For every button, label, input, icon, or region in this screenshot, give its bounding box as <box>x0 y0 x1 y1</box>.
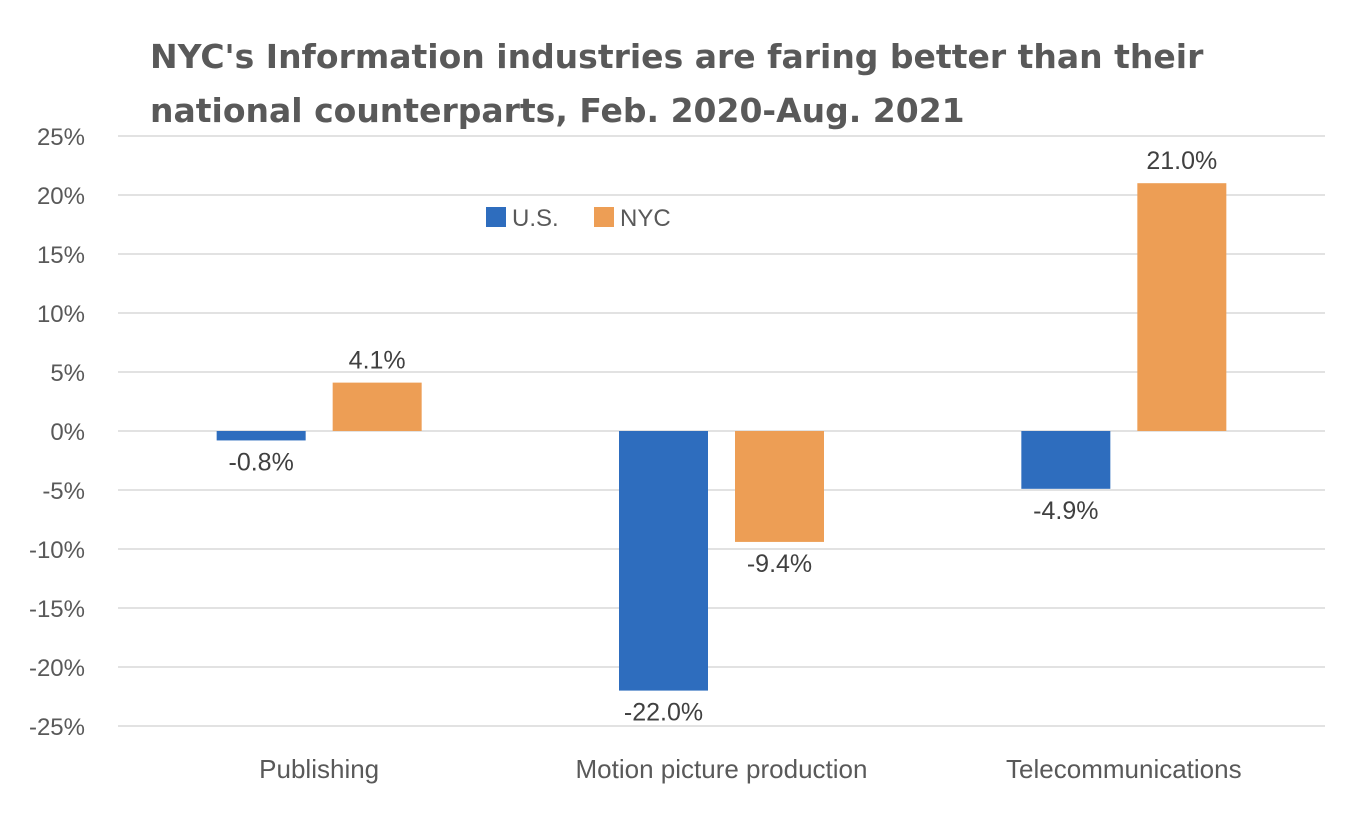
x-axis-category-labels: Publishing Motion picture production Telec… <box>259 754 1241 784</box>
data-label: -9.4% <box>747 550 812 578</box>
y-tick-label: -10% <box>29 537 85 564</box>
legend: U.S. NYC <box>486 205 671 232</box>
y-tick-label: 15% <box>37 242 85 269</box>
bar-us <box>216 431 306 441</box>
data-label: -4.9% <box>1033 497 1098 525</box>
data-label: 4.1% <box>349 347 406 375</box>
y-tick-label: -25% <box>29 714 85 741</box>
data-label: -22.0% <box>624 699 703 727</box>
data-label: 21.0% <box>1146 147 1217 175</box>
legend-swatch <box>486 207 506 227</box>
data-label: -0.8% <box>229 448 294 476</box>
y-tick-label: -20% <box>29 655 85 682</box>
legend-label: NYC <box>620 205 671 232</box>
gridlines <box>118 135 1325 727</box>
y-tick-label: 20% <box>37 183 85 210</box>
bars <box>216 183 1227 691</box>
bar-nyc <box>735 431 824 542</box>
y-tick-label: 5% <box>50 360 85 387</box>
y-axis-tick-labels: 25% 20% 15% 10% 5% 0% -5% -10% -15% -20% -25% <box>29 124 85 741</box>
legend-label: U.S. <box>512 205 559 232</box>
y-tick-label: -15% <box>29 596 85 623</box>
chart-title: NYC's Information industries are faring … <box>150 37 1204 130</box>
x-category-label: Telecommunications <box>1006 754 1242 784</box>
legend-swatch <box>594 207 614 227</box>
bar-nyc <box>1137 183 1227 431</box>
y-tick-label: -5% <box>42 478 85 505</box>
x-category-label: Motion picture production <box>576 754 868 784</box>
bar-us <box>619 431 708 691</box>
x-category-label: Publishing <box>259 754 379 784</box>
data-labels: -0.8% 4.1% -22.0% -9.4% -4.9% 21.0% <box>229 147 1218 726</box>
bar-us <box>1021 431 1111 489</box>
y-tick-label: 10% <box>37 301 85 328</box>
bar-nyc <box>332 382 422 431</box>
y-tick-label: 0% <box>50 419 85 446</box>
y-tick-label: 25% <box>37 124 85 151</box>
